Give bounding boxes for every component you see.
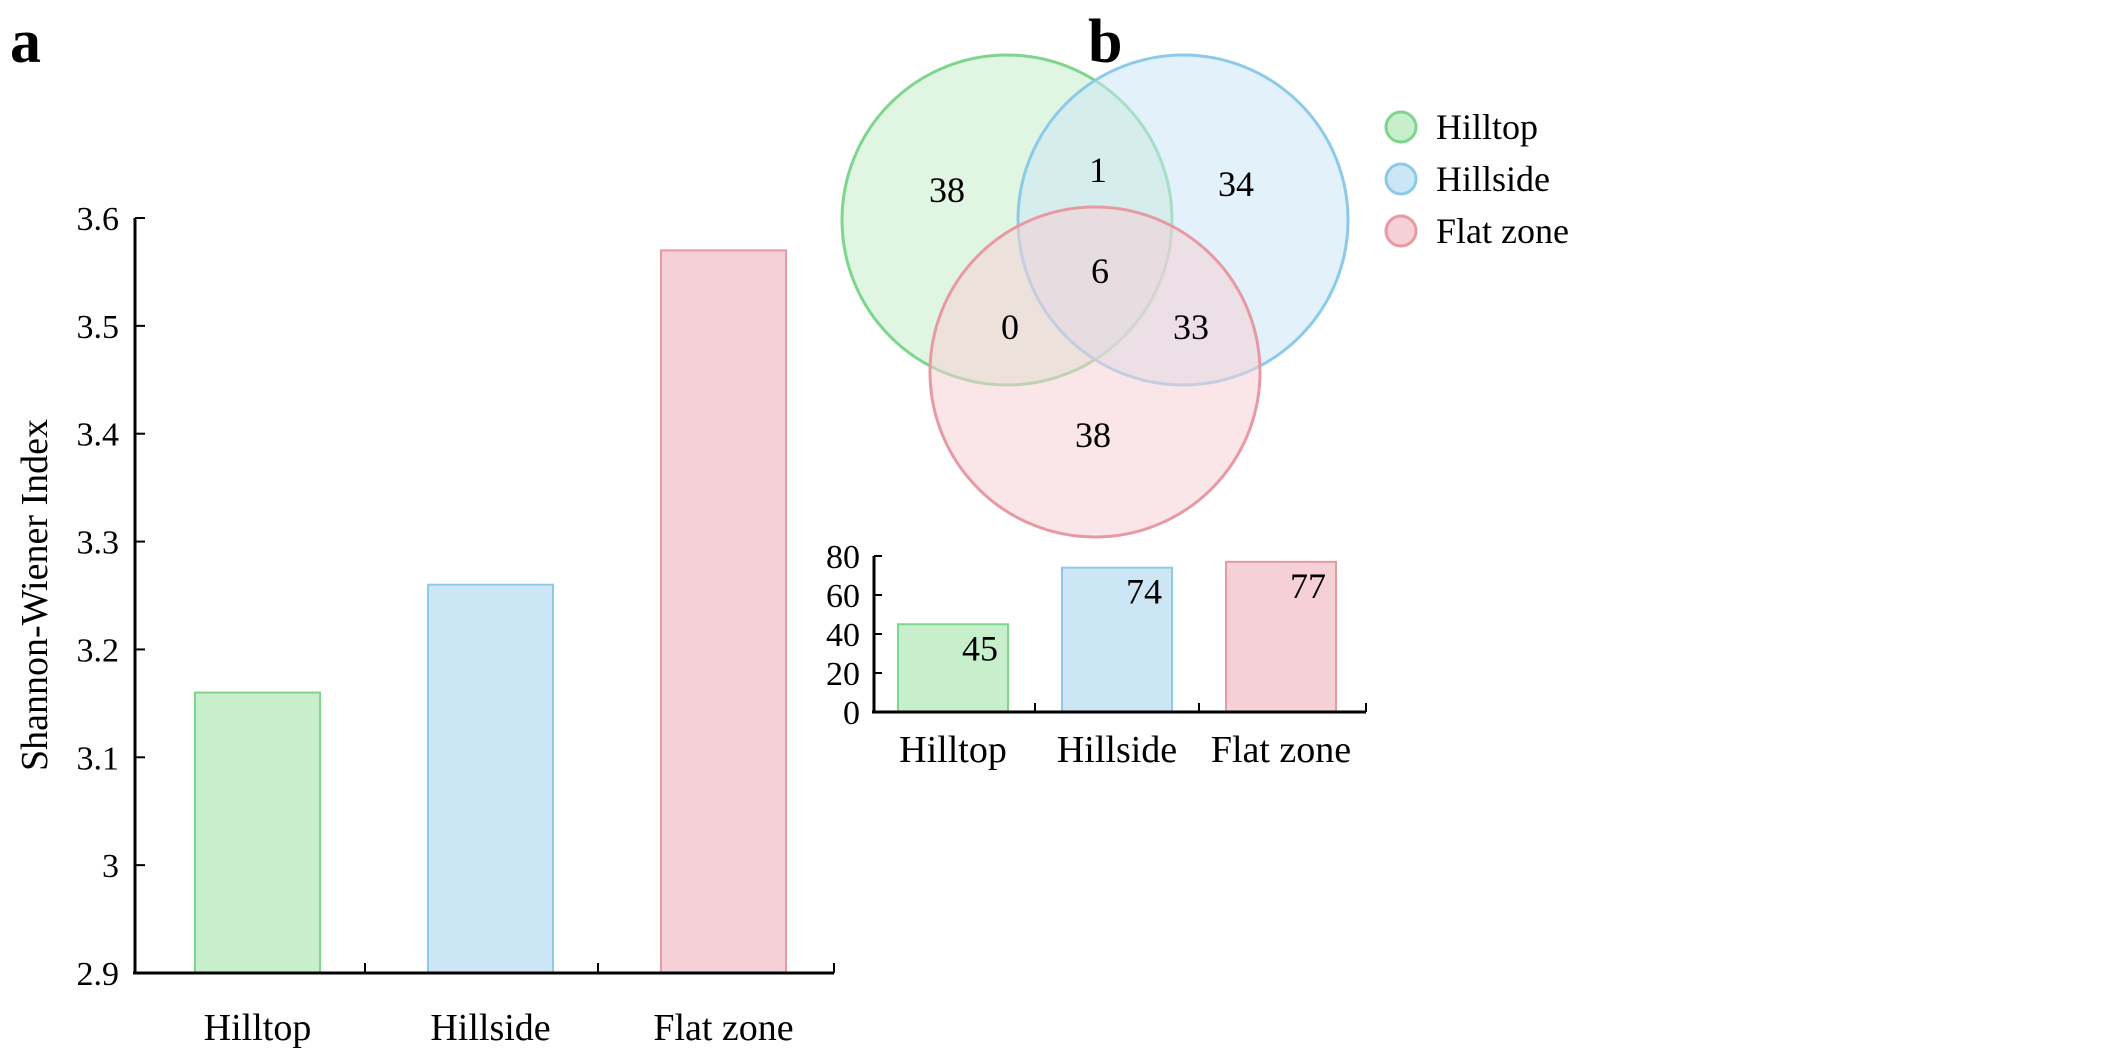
y-tick-label: 20: [826, 656, 860, 693]
y-tick-label: 3.4: [77, 417, 120, 454]
x-tick-label: Flat zone: [1211, 729, 1351, 771]
chart-b-x-tick-labels: Hilltop Hillside Flat zone: [899, 729, 1351, 771]
y-tick-label: 80: [826, 539, 860, 576]
venn-region-hilltop-hillside: 1: [1089, 150, 1107, 190]
venn-circle-flat-zone: [928, 205, 1262, 539]
y-tick-label: 2.9: [77, 956, 120, 993]
y-tick-label: 3: [102, 848, 119, 885]
x-tick-label: Hilltop: [899, 729, 1007, 771]
legend-label: Hilltop: [1436, 107, 1538, 147]
bar-hillside: [427, 583, 554, 974]
bar-hillside: [1061, 566, 1173, 714]
y-tick-label: 3.3: [77, 525, 120, 562]
legend-label: Flat zone: [1436, 211, 1569, 251]
venn-region-hilltop-only: 38: [929, 170, 965, 210]
chart-b-bars: [897, 560, 1337, 714]
chart-b-value-labels: 45 74 77: [962, 566, 1326, 668]
x-tick-label: Flat zone: [653, 1007, 793, 1049]
panel-label-a: a: [10, 8, 41, 76]
venn-region-all-three: 6: [1091, 251, 1109, 291]
venn-region-flat-only: 38: [1075, 415, 1111, 455]
bar-flat-zone: [1225, 560, 1337, 713]
legend-swatch: [1384, 110, 1418, 144]
chart-a-bars: [194, 249, 787, 975]
x-tick-label: Hilltop: [204, 1007, 312, 1049]
chart-a-shannon-index: 2.9 3 3.1 3.2 3.3 3.4 3.5 3.6 Hilltop Hillside Fl…: [14, 201, 835, 1049]
venn-region-hillside-flat: 33: [1173, 307, 1209, 347]
venn-region-hillside-only: 34: [1218, 164, 1254, 204]
y-tick-label: 3.1: [77, 740, 120, 777]
bar-hilltop: [897, 623, 1009, 713]
bar-value-label: 74: [1126, 572, 1162, 612]
chart-a-axes: [133, 217, 835, 975]
bar-flat-zone: [660, 249, 787, 975]
bar-hilltop: [194, 691, 321, 974]
chart-b-axes: [872, 555, 1367, 714]
chart-a-x-tick-labels: Hilltop Hillside Flat zone: [204, 1007, 794, 1049]
y-tick-label: 60: [826, 578, 860, 615]
x-tick-label: Hillside: [430, 1007, 550, 1049]
venn-circles: [840, 53, 1350, 539]
x-tick-label: Hillside: [1057, 729, 1177, 771]
y-tick-label: 0: [843, 695, 860, 732]
legend-swatch: [1384, 214, 1418, 248]
y-tick-label: 3.5: [77, 309, 120, 346]
panel-label-b: b: [1088, 8, 1122, 76]
legend-label: Hillside: [1436, 159, 1550, 199]
bar-value-label: 45: [962, 628, 998, 668]
legend-swatch: [1384, 162, 1418, 196]
venn-region-labels: 38 1 34 6 0 33 38: [929, 150, 1254, 455]
bar-value-label: 77: [1290, 566, 1326, 606]
y-tick-label: 3.6: [77, 201, 120, 238]
venn-legend: Hilltop Hillside Flat zone: [1384, 107, 1569, 251]
venn-diagram: 38 1 34 6 0 33 38 Hilltop Hillside Flat zone: [840, 53, 1569, 539]
chart-a-y-axis-label: Shannon-Wiener Index: [14, 419, 56, 771]
chart-a-y-tick-labels: 2.9 3 3.1 3.2 3.3 3.4 3.5 3.6: [77, 201, 120, 993]
venn-region-hilltop-flat: 0: [1001, 307, 1019, 347]
y-tick-label: 40: [826, 617, 860, 654]
y-tick-label: 3.2: [77, 632, 120, 669]
